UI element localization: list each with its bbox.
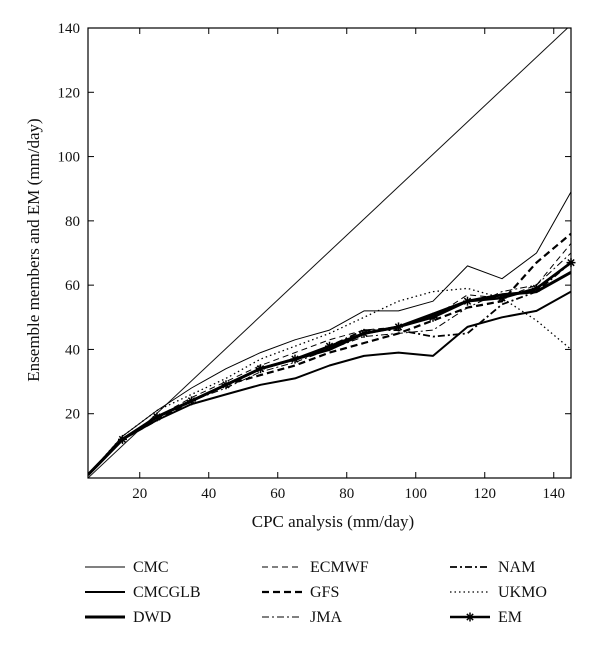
legend-item-jma: JMA (262, 609, 342, 626)
one-to-one-reference-line (88, 28, 569, 478)
x-tick-label: 100 (405, 486, 428, 502)
legend-item-gfs: GFS (262, 584, 339, 601)
series-marker-em (463, 296, 472, 306)
y-tick-label: 140 (58, 21, 81, 37)
legend-label: JMA (310, 609, 342, 626)
y-tick-label: 40 (65, 342, 80, 358)
series-line-jma (88, 252, 571, 476)
series-marker-em (359, 328, 369, 338)
y-tick-label: 120 (58, 85, 81, 101)
x-axis-title: CPC analysis (mm/day) (252, 512, 414, 531)
legend-item-ecmwf: ECMWF (262, 559, 369, 576)
legend-label: UKMO (498, 584, 547, 601)
legend-label: DWD (133, 609, 171, 626)
series-marker-em (497, 293, 507, 303)
legend-item-dwd: DWD (85, 609, 171, 626)
legend-label: GFS (310, 584, 339, 601)
series-marker-em (256, 364, 265, 374)
series-line-ukmo (88, 287, 571, 476)
legend: CMC CMCGLB DWD ECMWF GFS JMA NAM UKMO EM (85, 559, 547, 626)
legend-marker (465, 612, 475, 622)
series-marker-em (152, 412, 162, 422)
legend-item-em: EM (450, 609, 522, 626)
axes: 20 40 60 80 100 120 140 20 40 60 80 100 120 140 (58, 21, 572, 502)
x-tick-label: 40 (201, 486, 216, 502)
series-marker-em (290, 354, 300, 364)
series-marker-em (118, 434, 127, 444)
legend-label: ECMWF (310, 559, 369, 576)
series-line-cmcglb (88, 290, 571, 476)
series-marker-em (428, 312, 438, 322)
legend-item-cmc: CMC (85, 559, 169, 576)
plot-area (88, 28, 576, 478)
x-tick-label: 120 (474, 486, 497, 502)
series-line-cmc (88, 191, 571, 476)
x-tick-label: 140 (543, 486, 566, 502)
y-axis-title: Ensemble members and EM (mm/day) (24, 118, 43, 381)
legend-item-nam: NAM (450, 559, 535, 576)
y-tick-label: 60 (65, 278, 80, 294)
legend-label: NAM (498, 559, 535, 576)
legend-label: CMCGLB (133, 584, 201, 601)
x-tick-label: 80 (339, 486, 354, 502)
legend-item-cmcglb: CMCGLB (85, 584, 201, 601)
legend-item-ukmo: UKMO (450, 584, 547, 601)
series-line-gfs (88, 232, 571, 476)
x-tick-label: 20 (132, 486, 147, 502)
series-marker-em (221, 380, 231, 390)
y-tick-label: 20 (65, 407, 80, 423)
plot-frame (87, 27, 572, 479)
series-marker-em (532, 283, 541, 293)
series-line-ecmwf (88, 243, 571, 476)
y-tick-label: 80 (65, 214, 80, 230)
y-tick-label: 100 (58, 150, 81, 166)
series-marker-em (325, 341, 334, 351)
series-marker-em (187, 396, 196, 406)
series-marker-em (394, 322, 403, 332)
x-tick-label: 60 (270, 486, 285, 502)
legend-label: EM (498, 609, 522, 626)
legend-label: CMC (133, 559, 169, 576)
